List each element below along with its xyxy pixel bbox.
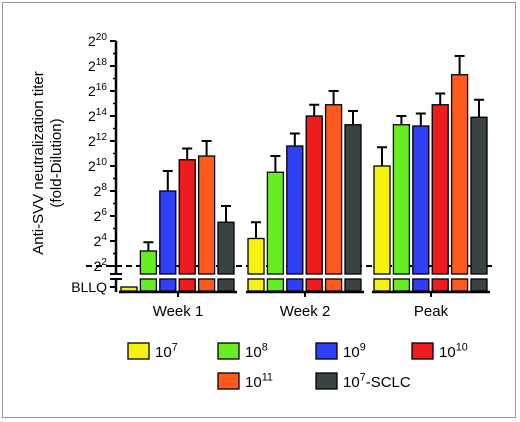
x-tick-label: Week 2 (280, 303, 331, 320)
y-tick-label: 220 (88, 32, 107, 49)
bar-lower-segment (470, 278, 488, 292)
figure-border (2, 2, 516, 418)
bar (247, 237, 265, 275)
legend-swatch (217, 372, 240, 390)
bar-lower-segment (344, 278, 362, 292)
y-tick-label-bllq: BLLQ (71, 279, 107, 295)
bar (286, 145, 304, 275)
bar (373, 165, 391, 275)
legend-swatch (217, 342, 240, 360)
x-tick-label: Week 1 (153, 303, 204, 320)
legend-label: 1011 (245, 372, 273, 391)
legend-swatch (127, 342, 150, 360)
bar-lower-segment (431, 278, 449, 292)
y-tick-label: 212 (88, 132, 107, 149)
y-tick-label: 210 (88, 157, 107, 174)
bar (305, 115, 323, 275)
bar-lower-segment (159, 278, 177, 292)
bar (266, 171, 285, 275)
bar (178, 159, 196, 275)
bar (431, 104, 449, 275)
legend-label: 108 (245, 342, 268, 361)
legend-label: 1010 (439, 342, 468, 361)
y-axis-title: Anti-SVV neutralization titer (30, 71, 47, 254)
legend-swatch (411, 342, 434, 360)
bar-lower-segment (197, 278, 216, 292)
bar-lower-segment (178, 278, 196, 292)
y-tick-label: 216 (88, 82, 107, 99)
x-tick-label: Peak (414, 303, 449, 320)
legend-label: 109 (343, 342, 366, 361)
bar-lower-segment (139, 278, 158, 292)
bar-lower-segment (286, 278, 304, 292)
bar (450, 74, 469, 275)
bar (470, 116, 488, 275)
bar-lower-segment (450, 278, 469, 292)
bar (344, 124, 362, 275)
bar (392, 124, 411, 275)
bar-lower-segment (324, 278, 343, 292)
legend-swatch (315, 372, 338, 390)
bar (197, 155, 216, 275)
bar (120, 286, 138, 292)
bar (324, 104, 343, 275)
bar-lower-segment (266, 278, 285, 292)
bar (217, 221, 235, 275)
bar-lower-segment (412, 278, 430, 292)
legend-label: 107-SCLC (343, 372, 411, 391)
y-tick-label: 214 (88, 107, 107, 124)
bar (139, 250, 158, 275)
y-tick-label: 218 (88, 57, 107, 74)
y-tick-label: 28 (94, 182, 108, 199)
bar (159, 190, 177, 275)
bar-lower-segment (217, 278, 235, 292)
y-axis-title-line2: (fold-Dilution) (48, 118, 65, 207)
legend-label: 107 (155, 342, 178, 361)
bar-lower-segment (373, 278, 391, 292)
legend-swatch (315, 342, 338, 360)
y-tick-label: 24 (94, 232, 108, 249)
bar-lower-segment (305, 278, 323, 292)
bar (412, 125, 430, 275)
bar-lower-segment (392, 278, 411, 292)
bar-lower-segment (247, 278, 265, 292)
y-tick-label: 26 (94, 207, 108, 224)
